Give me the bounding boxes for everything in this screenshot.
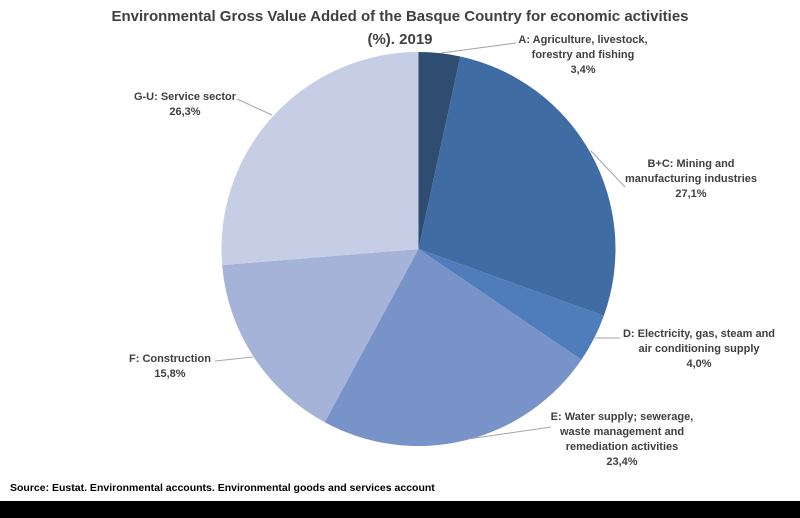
slice-label-line: F: Construction bbox=[129, 353, 211, 365]
slice-label-line: D: Electricity, gas, steam and bbox=[622, 328, 776, 340]
slice-label-mining: B+C: Mining and manufacturing industries… bbox=[599, 157, 783, 202]
pie-slice-E bbox=[324, 249, 582, 447]
slice-value: 15,8% bbox=[154, 368, 186, 380]
pie-slice-D bbox=[418, 249, 604, 360]
slice-label-line: remediation activities bbox=[565, 441, 679, 453]
slice-label-line: G-U: Service sector bbox=[133, 91, 237, 103]
leader-line-construction bbox=[214, 356, 254, 362]
leader-line-services bbox=[236, 98, 273, 116]
slice-value: 27,1% bbox=[675, 188, 707, 200]
slice-label-construction: F: Construction 15,8% bbox=[110, 352, 230, 382]
slice-value: 3,4% bbox=[570, 64, 596, 76]
slice-label-water: E: Water supply; sewerage, waste managem… bbox=[526, 410, 718, 470]
pie-slices bbox=[221, 52, 616, 447]
bottom-bar bbox=[0, 501, 800, 518]
pie-slice-B+C bbox=[418, 56, 616, 316]
slice-label-services: G-U: Service sector 26,3% bbox=[108, 90, 262, 120]
slice-label-electricity: D: Electricity, gas, steam and air condi… bbox=[604, 327, 794, 372]
leader-line-mining bbox=[590, 150, 626, 188]
slice-label-line: A: Agriculture, livestock, bbox=[518, 34, 648, 46]
pie-slice-A bbox=[418, 52, 461, 249]
chart-title-line2: (%). 2019 bbox=[367, 31, 433, 48]
leader-lines bbox=[214, 42, 626, 440]
leader-line-water bbox=[467, 426, 552, 440]
chart-title: Environmental Gross Value Added of the B… bbox=[0, 5, 800, 51]
slice-label-line: air conditioning supply bbox=[638, 343, 760, 355]
leader-line-agriculture bbox=[440, 42, 517, 54]
source-note: Source: Eustat. Environmental accounts. … bbox=[10, 482, 435, 494]
slice-label-line: manufacturing industries bbox=[624, 173, 758, 185]
pie-slice-F bbox=[222, 249, 419, 423]
slice-label-line: E: Water supply; sewerage, bbox=[550, 411, 694, 423]
slice-value: 26,3% bbox=[169, 106, 201, 118]
slice-value: 23,4% bbox=[606, 456, 638, 468]
slice-label-agriculture: A: Agriculture, livestock, forestry and … bbox=[498, 33, 668, 78]
chart-title-line1: Environmental Gross Value Added of the B… bbox=[111, 8, 689, 25]
slice-label-line: forestry and fishing bbox=[531, 49, 635, 61]
slice-label-line: B+C: Mining and bbox=[647, 158, 735, 170]
slice-value: 4,0% bbox=[686, 358, 712, 370]
slice-label-line: waste management and bbox=[559, 426, 685, 438]
pie-slice-G-U bbox=[221, 52, 419, 266]
